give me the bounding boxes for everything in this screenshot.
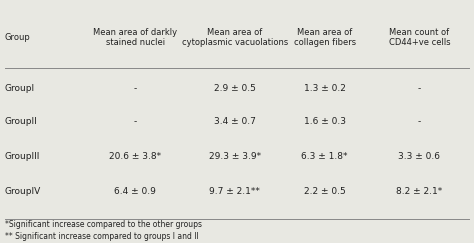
Text: 9.7 ± 2.1**: 9.7 ± 2.1** bbox=[209, 187, 260, 197]
Text: Mean area of darkly
stained nuclei: Mean area of darkly stained nuclei bbox=[93, 28, 177, 47]
Text: GroupIV: GroupIV bbox=[5, 187, 41, 197]
Text: Group: Group bbox=[5, 33, 30, 42]
Text: 8.2 ± 2.1*: 8.2 ± 2.1* bbox=[396, 187, 443, 197]
Text: 2.9 ± 0.5: 2.9 ± 0.5 bbox=[214, 84, 255, 93]
Text: Mean area of
cytoplasmic vacuolations: Mean area of cytoplasmic vacuolations bbox=[182, 28, 288, 47]
Text: -: - bbox=[418, 117, 421, 126]
Text: 1.3 ± 0.2: 1.3 ± 0.2 bbox=[304, 84, 346, 93]
Text: 1.6 ± 0.3: 1.6 ± 0.3 bbox=[304, 117, 346, 126]
Text: 20.6 ± 3.8*: 20.6 ± 3.8* bbox=[109, 152, 161, 161]
Text: 29.3 ± 3.9*: 29.3 ± 3.9* bbox=[209, 152, 261, 161]
Text: GroupI: GroupI bbox=[5, 84, 35, 93]
Text: 6.4 ± 0.9: 6.4 ± 0.9 bbox=[114, 187, 156, 197]
Text: Mean area of
collagen fibers: Mean area of collagen fibers bbox=[293, 28, 356, 47]
Text: *Significant increase compared to the other groups: *Significant increase compared to the ot… bbox=[5, 220, 202, 229]
Text: 3.3 ± 0.6: 3.3 ± 0.6 bbox=[399, 152, 440, 161]
Text: -: - bbox=[134, 84, 137, 93]
Text: ** Significant increase compared to groups I and II: ** Significant increase compared to grou… bbox=[5, 232, 199, 242]
Text: 3.4 ± 0.7: 3.4 ± 0.7 bbox=[214, 117, 255, 126]
Text: Mean count of
CD44+ve cells: Mean count of CD44+ve cells bbox=[389, 28, 450, 47]
Text: 2.2 ± 0.5: 2.2 ± 0.5 bbox=[304, 187, 346, 197]
Text: -: - bbox=[418, 84, 421, 93]
Text: GroupII: GroupII bbox=[5, 117, 37, 126]
Text: -: - bbox=[134, 117, 137, 126]
Text: 6.3 ± 1.8*: 6.3 ± 1.8* bbox=[301, 152, 348, 161]
Text: GroupIII: GroupIII bbox=[5, 152, 40, 161]
